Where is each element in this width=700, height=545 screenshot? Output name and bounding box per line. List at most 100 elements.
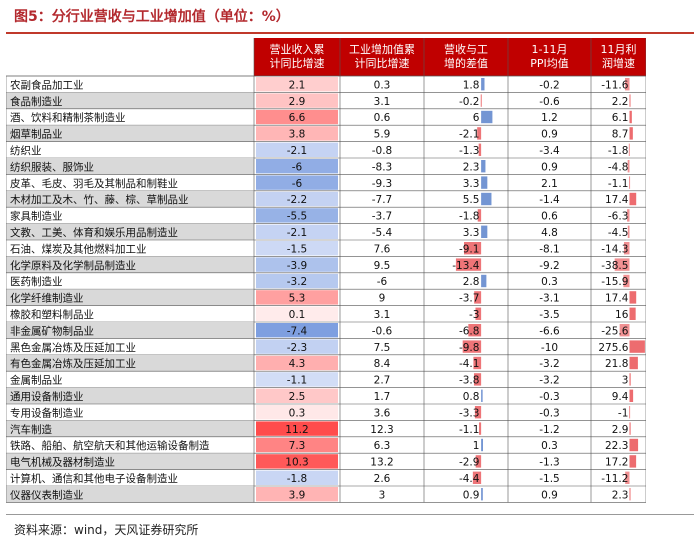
profit-bar <box>623 242 630 255</box>
diff-bar <box>474 406 482 419</box>
value-label: -2.9 <box>459 457 480 469</box>
industry-label: 橡胶和塑料制品业 <box>10 308 94 321</box>
value-label: 8.4 <box>374 358 391 370</box>
value-label: -6 <box>292 178 303 190</box>
value-label: 1.8 <box>463 79 480 91</box>
value-label: -2.2 <box>287 194 308 206</box>
value-label: 6.6 <box>289 112 306 124</box>
value-label: 3.1 <box>374 309 391 321</box>
value-label: 5.5 <box>463 194 480 206</box>
diff-bar <box>481 192 492 206</box>
diff-bar <box>481 160 486 173</box>
diff-bar <box>478 143 482 156</box>
revenue-heat-cell <box>256 126 338 141</box>
value-label: 2.9 <box>289 96 306 108</box>
value-label: -14.3 <box>601 243 628 255</box>
value-label: 9.4 <box>612 391 629 403</box>
profit-bar <box>627 225 630 238</box>
source-note: 资料来源：wind，天风证券研究所 <box>14 523 199 537</box>
value-label: -1.5 <box>287 243 308 255</box>
value-label: -4.8 <box>608 161 629 173</box>
industry-label: 农副食品加工业 <box>10 78 84 91</box>
profit-bar <box>629 291 637 304</box>
row-band <box>6 158 254 175</box>
value-label: -0.6 <box>539 96 560 108</box>
value-label: 0.3 <box>374 79 391 91</box>
revenue-heat-cell <box>256 109 338 125</box>
column-header: 营业收入累计同比增速 <box>270 42 325 70</box>
row-band <box>6 223 254 240</box>
value-label: -1.3 <box>539 457 560 469</box>
row-band <box>6 420 254 437</box>
value-label: -4.4 <box>459 473 480 485</box>
value-label: -3.1 <box>539 293 560 305</box>
industry-label: 计算机、通信和其他电子设备制造业 <box>10 472 178 485</box>
value-label: 7.3 <box>289 440 306 452</box>
value-label: 8.7 <box>612 129 629 141</box>
row-band <box>6 387 254 404</box>
industry-label: 通用设备制造业 <box>10 390 84 403</box>
value-label: 0.9 <box>541 489 558 501</box>
industry-label: 皮革、毛皮、羽毛及其制品和制鞋业 <box>10 177 178 190</box>
value-label: 4.8 <box>541 227 558 239</box>
industry-label: 金属制品业 <box>10 374 63 387</box>
value-label: -9.2 <box>539 260 560 272</box>
revenue-heat-cell <box>256 421 338 436</box>
value-label: -10 <box>541 342 558 354</box>
value-label: -5.5 <box>287 211 308 223</box>
value-label: 6.1 <box>612 112 629 124</box>
value-label: -3.7 <box>459 293 480 305</box>
value-label: 3.9 <box>289 489 306 501</box>
revenue-heat-cell <box>256 273 338 289</box>
revenue-heat-cell <box>256 208 338 223</box>
value-label: -1.1 <box>608 178 629 190</box>
industry-label: 纺织业 <box>10 144 42 157</box>
row-band <box>6 256 254 273</box>
value-label: 2.9 <box>612 424 629 436</box>
row-band <box>6 190 254 208</box>
value-label: -1 <box>618 407 628 419</box>
value-label: 13.2 <box>370 457 393 469</box>
value-label: -38.5 <box>601 260 628 272</box>
profit-bar <box>629 356 638 370</box>
industry-label: 铁路、船舶、航空航天和其他运输设备制造 <box>10 439 210 452</box>
profit-bar <box>628 143 630 156</box>
diff-bar <box>474 291 482 304</box>
value-label: 0.1 <box>289 309 306 321</box>
value-label: -3.9 <box>287 260 308 272</box>
diff-bar <box>475 307 482 320</box>
value-label: 16 <box>615 309 629 321</box>
industry-label: 化学纤维制造业 <box>10 292 84 305</box>
diff-bar <box>462 340 482 353</box>
revenue-heat-cell <box>256 290 338 305</box>
diff-bar <box>481 274 487 288</box>
value-label: 9 <box>379 293 386 305</box>
diff-bar <box>473 356 482 370</box>
value-label: 7.5 <box>374 342 391 354</box>
value-label: -2.1 <box>459 129 480 141</box>
revenue-heat-cell <box>256 306 338 321</box>
revenue-heat-cell <box>256 372 338 387</box>
industry-label: 汽车制造 <box>10 423 52 436</box>
industry-label: 化学原料及化学制品制造业 <box>10 259 136 272</box>
profit-bar <box>629 389 634 402</box>
industry-label: 食品制造业 <box>10 95 63 108</box>
value-label: -5.4 <box>372 227 393 239</box>
value-label: -6.6 <box>539 325 560 337</box>
industry-label: 非金属矿物制品业 <box>10 324 94 337</box>
row-band <box>6 289 254 306</box>
value-label: -3.2 <box>287 276 308 288</box>
value-label: 2.1 <box>289 79 306 91</box>
value-label: -0.3 <box>539 391 560 403</box>
revenue-heat-cell <box>256 77 338 92</box>
diff-bar <box>468 324 482 337</box>
value-label: -6 <box>377 276 388 288</box>
value-label: 0.9 <box>541 129 558 141</box>
industry-label: 电气机械及器材制造业 <box>10 456 115 469</box>
value-label: 2.1 <box>541 178 558 190</box>
profit-bar <box>629 373 631 386</box>
value-label: -2.1 <box>287 145 308 157</box>
value-label: 21.8 <box>605 358 628 370</box>
industry-label: 专用设备制造业 <box>10 406 84 419</box>
